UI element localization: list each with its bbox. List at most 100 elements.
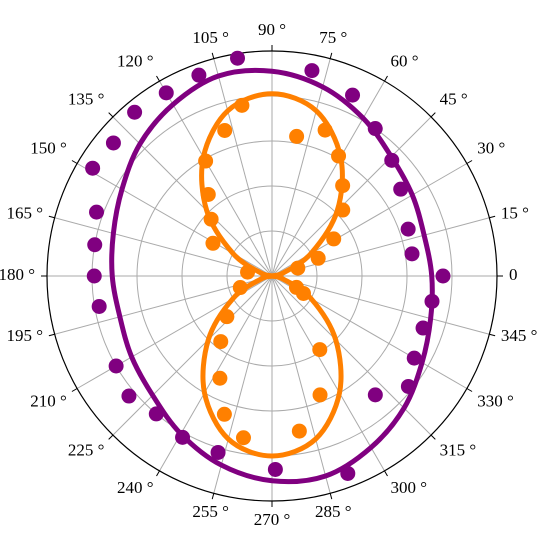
data-point <box>267 461 283 477</box>
grid-spoke <box>213 58 273 277</box>
theta-tick <box>156 75 160 82</box>
grid-spoke <box>54 217 273 277</box>
data-point <box>158 85 174 101</box>
theta-tick-label: 75 ° <box>319 28 347 47</box>
theta-tick <box>466 388 473 392</box>
theta-tick <box>108 434 114 440</box>
theta-tick <box>384 75 388 82</box>
theta-tick-label: 300 ° <box>391 478 428 497</box>
grid-spoke <box>271 275 490 335</box>
theta-tick <box>489 333 496 337</box>
data-point <box>91 298 107 314</box>
theta-tick <box>384 470 388 477</box>
theta-tick-label: 345 ° <box>501 326 538 345</box>
data-point <box>393 181 409 197</box>
data-point <box>312 342 328 358</box>
data-point <box>205 235 221 251</box>
theta-tick-label: 315 ° <box>440 440 477 459</box>
grid-spoke <box>271 217 490 277</box>
grid-spoke <box>159 80 273 277</box>
data-point <box>210 444 226 460</box>
theta-tick <box>48 215 55 219</box>
theta-tick-label: 135 ° <box>68 89 105 108</box>
data-point <box>340 465 356 481</box>
theta-tick <box>156 470 160 477</box>
data-point <box>213 334 229 350</box>
theta-tick-label: 150 ° <box>30 138 67 157</box>
theta-tick-label: 0 <box>509 265 518 284</box>
data-point <box>89 204 105 220</box>
data-point <box>367 387 383 403</box>
data-point <box>121 388 137 404</box>
data-point <box>326 231 342 247</box>
theta-tick <box>329 493 333 500</box>
data-point <box>310 250 326 266</box>
data-point <box>148 406 164 422</box>
data-point <box>198 153 214 169</box>
data-point <box>203 211 219 227</box>
data-point <box>85 160 101 176</box>
data-point <box>212 370 228 386</box>
theta-tick-label: 60 ° <box>391 52 419 71</box>
theta-tick-label: 255 ° <box>192 502 229 521</box>
data-point <box>345 87 361 103</box>
theta-tick <box>71 388 78 392</box>
data-point <box>312 387 328 403</box>
data-point <box>219 309 235 325</box>
outer-circle <box>46 50 498 502</box>
theta-tick <box>108 112 114 118</box>
theta-tick <box>430 434 436 440</box>
data-point <box>435 268 451 284</box>
theta-tick-label: 45 ° <box>440 89 468 108</box>
data-point <box>291 423 307 439</box>
data-point <box>200 186 216 202</box>
data-point <box>105 135 121 151</box>
data-point <box>404 246 420 262</box>
data-point <box>289 128 305 144</box>
data-point <box>406 350 422 366</box>
data-point <box>234 97 250 113</box>
theta-tick-label: 180 ° <box>0 265 35 284</box>
theta-tick-label: 90 ° <box>258 20 286 39</box>
data-point <box>235 430 251 446</box>
theta-tick <box>211 493 215 500</box>
theta-tick-label: 195 ° <box>7 326 44 345</box>
theta-tick-label: 225 ° <box>68 440 105 459</box>
data-point <box>232 280 248 296</box>
grid-spoke <box>271 275 331 494</box>
theta-tick-label: 240 ° <box>117 478 154 497</box>
data-point <box>400 221 416 237</box>
data-point <box>304 63 320 79</box>
data-point <box>175 429 191 445</box>
theta-tick <box>489 215 496 219</box>
data-point <box>240 264 256 280</box>
series-line <box>109 67 435 485</box>
theta-tick <box>48 333 55 337</box>
data-point <box>288 279 304 295</box>
grid-spoke <box>271 116 432 277</box>
data-point <box>331 148 347 164</box>
theta-tick <box>329 52 333 59</box>
data-point <box>87 237 103 253</box>
data-point <box>415 320 431 336</box>
data-point <box>317 122 333 138</box>
data-point <box>400 378 416 394</box>
theta-tick-label: 285 ° <box>315 502 352 521</box>
data-point <box>86 268 102 284</box>
data-point <box>367 121 383 137</box>
data-point <box>127 104 143 120</box>
theta-tick-label: 210 ° <box>30 391 67 410</box>
theta-tick-label: 15 ° <box>501 204 529 223</box>
theta-tick-label: 105 ° <box>192 28 229 47</box>
theta-tick-label: 120 ° <box>117 52 154 71</box>
grid-spoke <box>271 275 385 472</box>
data-point <box>216 406 232 422</box>
theta-tick <box>71 160 78 164</box>
data-point <box>335 202 351 218</box>
data-point <box>108 358 124 374</box>
theta-tick <box>466 160 473 164</box>
grid-spoke <box>112 275 273 436</box>
theta-tick-label: 330 ° <box>477 391 514 410</box>
grid-spoke <box>112 116 273 277</box>
